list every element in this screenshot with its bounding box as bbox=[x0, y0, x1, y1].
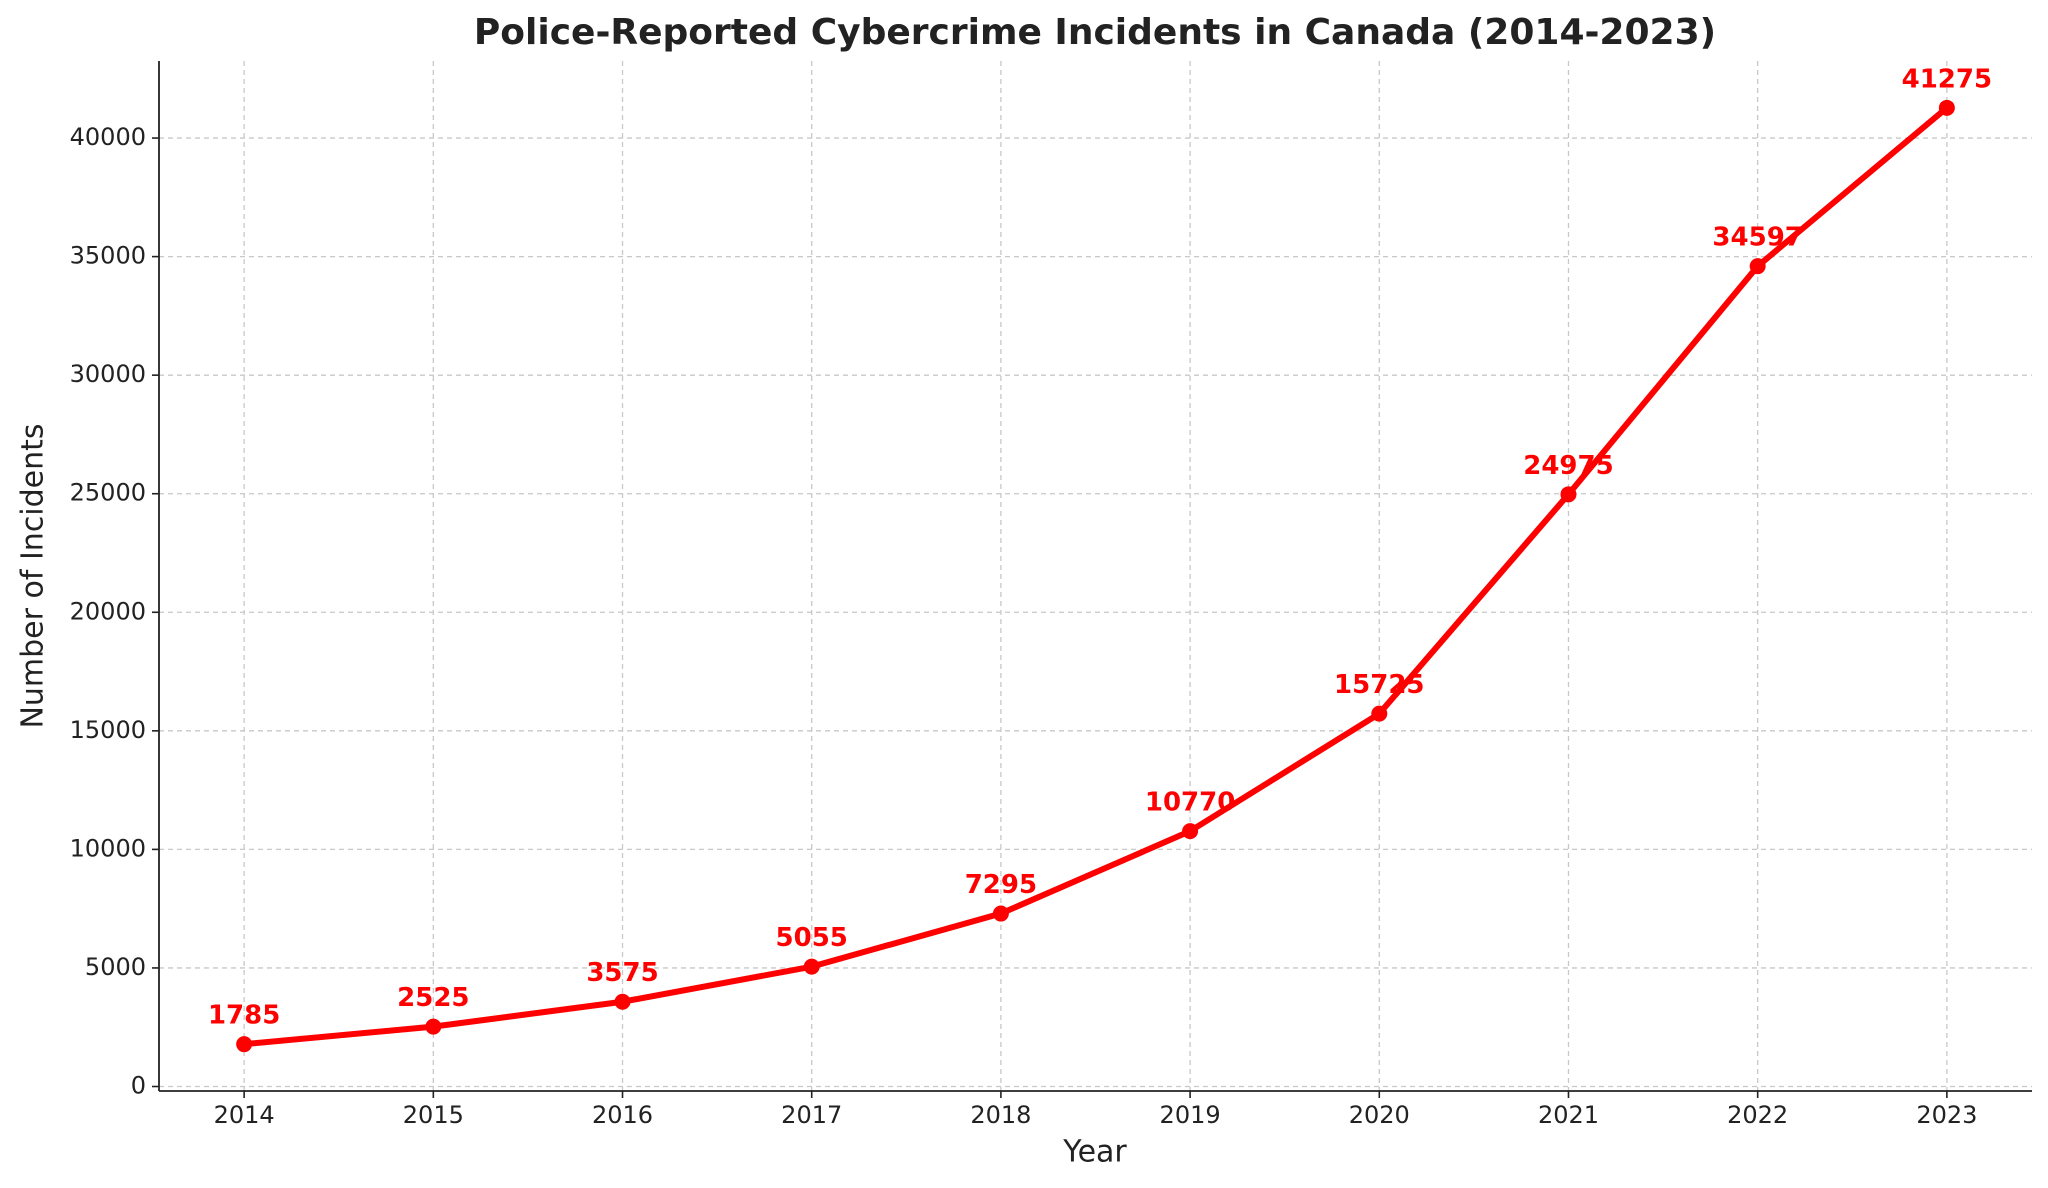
y-tick-label: 5000 bbox=[85, 953, 146, 981]
x-tick-label: 2016 bbox=[592, 1101, 653, 1129]
data-label: 41275 bbox=[1902, 64, 1992, 94]
data-point bbox=[1560, 486, 1577, 503]
data-label: 3575 bbox=[586, 958, 658, 988]
x-tick-label: 2017 bbox=[781, 1101, 842, 1129]
data-label: 24975 bbox=[1523, 451, 1613, 481]
y-tick-label: 40000 bbox=[70, 123, 146, 151]
data-line bbox=[243, 105, 1949, 1048]
data-point bbox=[992, 905, 1009, 922]
x-tick-label: 2020 bbox=[1349, 1101, 1410, 1129]
data-label: 10770 bbox=[1145, 788, 1235, 818]
y-tick-label: 0 bbox=[131, 1072, 146, 1100]
y-tick-label: 20000 bbox=[70, 597, 146, 625]
x-tick-label: 2015 bbox=[403, 1101, 464, 1129]
x-tick-label: 2021 bbox=[1538, 1101, 1599, 1129]
x-tick-label: 2018 bbox=[970, 1101, 1031, 1129]
y-tick-label: 25000 bbox=[70, 479, 146, 507]
data-point bbox=[1371, 705, 1388, 722]
data-point bbox=[1182, 823, 1199, 840]
data-label: 34597 bbox=[1712, 223, 1802, 253]
data-point bbox=[425, 1018, 442, 1035]
y-tick-label: 15000 bbox=[70, 716, 146, 744]
y-tick-label: 30000 bbox=[70, 360, 146, 388]
data-label: 15725 bbox=[1334, 670, 1424, 700]
data-label: 7295 bbox=[965, 870, 1037, 900]
data-label: 2525 bbox=[397, 983, 469, 1013]
data-point bbox=[803, 958, 820, 975]
x-axis-label: Year bbox=[1062, 1135, 1127, 1170]
data-label: 1785 bbox=[208, 1001, 280, 1031]
y-axis-label: Number of Incidents bbox=[16, 423, 51, 728]
x-tick-label: 2022 bbox=[1727, 1101, 1788, 1129]
x-tick-label: 2014 bbox=[214, 1101, 275, 1129]
data-point bbox=[1938, 99, 1955, 116]
y-tick-label: 10000 bbox=[70, 834, 146, 862]
data-point bbox=[1749, 258, 1766, 275]
data-label: 5055 bbox=[776, 923, 848, 953]
y-tick-label: 35000 bbox=[70, 242, 146, 270]
data-point bbox=[614, 993, 631, 1010]
chart-title: Police-Reported Cybercrime Incidents in … bbox=[474, 12, 1716, 53]
data-point bbox=[236, 1036, 253, 1053]
x-tick-label: 2023 bbox=[1916, 1101, 1977, 1129]
x-tick-label: 2019 bbox=[1160, 1101, 1221, 1129]
